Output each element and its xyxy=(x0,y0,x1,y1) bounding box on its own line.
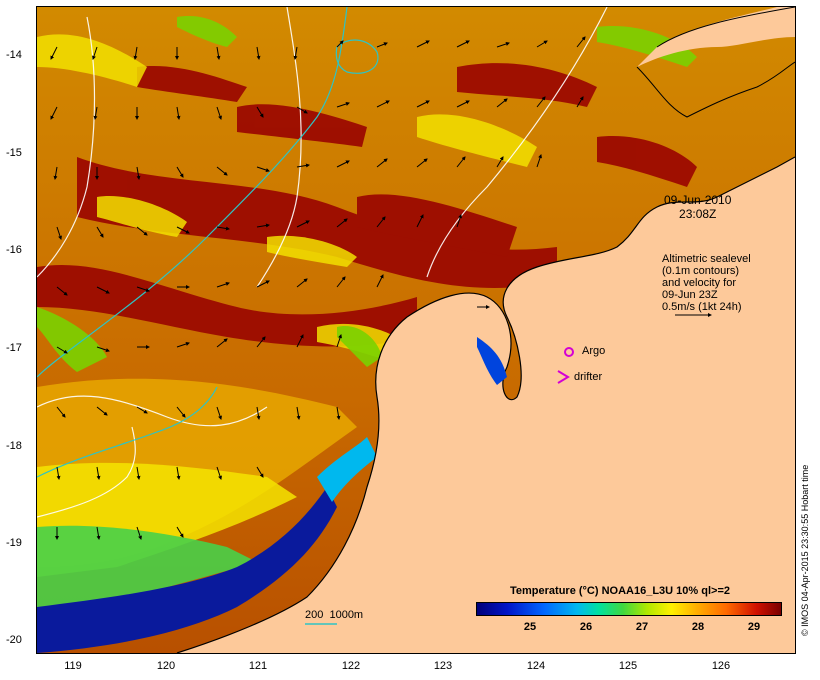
x-tick-label: 123 xyxy=(433,660,453,672)
x-tick-label: 120 xyxy=(156,660,176,672)
y-tick-label: -15 xyxy=(6,147,22,159)
x-tick-label: 119 xyxy=(64,660,82,672)
y-tick-label: -19 xyxy=(6,537,22,549)
colorbar-tick: 26 xyxy=(579,621,593,633)
colorbar-tick: 28 xyxy=(691,621,705,633)
colorbar-tick: 25 xyxy=(523,621,537,633)
colorbar-tick: 27 xyxy=(635,621,649,633)
south-green-band xyxy=(37,525,257,617)
coastline xyxy=(176,156,795,653)
depth-label: 200 1000m xyxy=(305,609,364,621)
legend-line-1: Altimetric sealevel xyxy=(662,253,751,265)
land-mass xyxy=(177,7,795,653)
colorbar xyxy=(476,602,782,616)
cyan-strip xyxy=(317,437,377,502)
velocity-legend: Altimetric sealevel (0.1m contours) and … xyxy=(662,253,751,313)
x-tick-label: 125 xyxy=(618,660,638,672)
colorbar-title: Temperature (°C) NOAA16_L3U 10% ql>=2 xyxy=(510,585,730,597)
x-tick-label: 122 xyxy=(341,660,361,672)
y-tick-label: -14 xyxy=(6,49,22,61)
y-tick-label: -18 xyxy=(6,440,22,452)
drifter-marker xyxy=(557,370,570,384)
date-line1: 09-Jun-2010 xyxy=(664,193,732,207)
cool-coastal-strip xyxy=(37,487,337,653)
colorbar-tick: 29 xyxy=(747,621,761,633)
drifter-label: drifter xyxy=(574,371,603,383)
isobaths xyxy=(37,7,379,478)
credit-text: © IMOS 04-Apr-2015 23:30:55 Hobart time xyxy=(800,464,810,636)
green-patches xyxy=(37,16,697,372)
date-line2: 23:08Z xyxy=(679,207,717,221)
legend-line-4: 09-Jun 23Z xyxy=(662,289,718,301)
bay-cool-patch xyxy=(477,337,507,385)
argo-marker xyxy=(564,347,574,357)
date-label: 09-Jun-2010 23:08Z xyxy=(664,193,731,221)
legend-line-5: 0.5m/s (1kt 24h) xyxy=(662,301,742,313)
y-tick-label: -16 xyxy=(6,244,22,256)
y-tick-label: -20 xyxy=(6,634,22,646)
sst-map[interactable]: 09-Jun-2010 23:08Z Altimetric sealevel (… xyxy=(36,6,796,654)
x-tick-label: 121 xyxy=(248,660,268,672)
coastline-north xyxy=(636,7,795,118)
legend-line-2: (0.1m contours) xyxy=(662,265,740,277)
sst-map-canvas xyxy=(37,7,795,653)
x-tick-label: 124 xyxy=(526,660,546,672)
y-tick-label: -17 xyxy=(6,342,22,354)
x-tick-label: 126 xyxy=(711,660,731,672)
legend-line-3: and velocity for xyxy=(662,277,736,289)
argo-label: Argo xyxy=(582,345,606,357)
velocity-arrows xyxy=(50,36,586,540)
